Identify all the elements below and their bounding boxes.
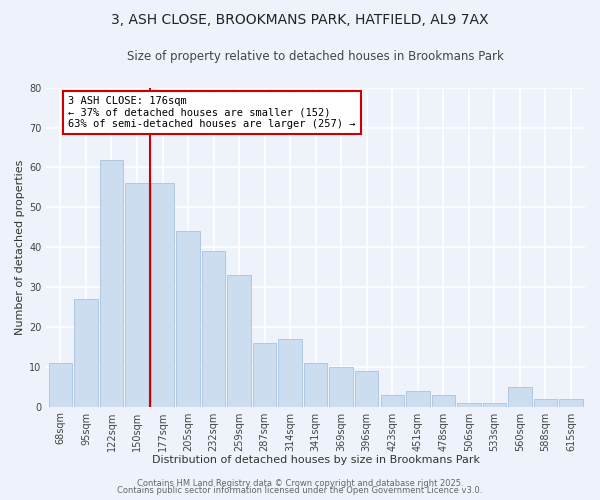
Text: Contains HM Land Registry data © Crown copyright and database right 2025.: Contains HM Land Registry data © Crown c… <box>137 478 463 488</box>
Bar <box>457 402 481 406</box>
Bar <box>227 275 251 406</box>
Bar <box>100 160 123 406</box>
Y-axis label: Number of detached properties: Number of detached properties <box>15 160 25 335</box>
Bar <box>304 363 328 406</box>
Bar <box>151 184 174 406</box>
Bar <box>482 402 506 406</box>
Text: 3 ASH CLOSE: 176sqm
← 37% of detached houses are smaller (152)
63% of semi-detac: 3 ASH CLOSE: 176sqm ← 37% of detached ho… <box>68 96 356 129</box>
Bar <box>278 339 302 406</box>
Bar <box>176 231 200 406</box>
Bar <box>329 366 353 406</box>
Bar <box>533 398 557 406</box>
Bar <box>202 251 226 406</box>
Bar <box>406 390 430 406</box>
Bar <box>125 184 149 406</box>
Bar <box>431 394 455 406</box>
Text: 3, ASH CLOSE, BROOKMANS PARK, HATFIELD, AL9 7AX: 3, ASH CLOSE, BROOKMANS PARK, HATFIELD, … <box>111 12 489 26</box>
Bar <box>380 394 404 406</box>
Title: Size of property relative to detached houses in Brookmans Park: Size of property relative to detached ho… <box>127 50 504 63</box>
X-axis label: Distribution of detached houses by size in Brookmans Park: Distribution of detached houses by size … <box>152 455 480 465</box>
Bar <box>559 398 583 406</box>
Bar <box>49 363 72 406</box>
Bar <box>355 370 379 406</box>
Bar <box>508 386 532 406</box>
Bar <box>253 343 277 406</box>
Text: Contains public sector information licensed under the Open Government Licence v3: Contains public sector information licen… <box>118 486 482 495</box>
Bar <box>74 299 98 406</box>
